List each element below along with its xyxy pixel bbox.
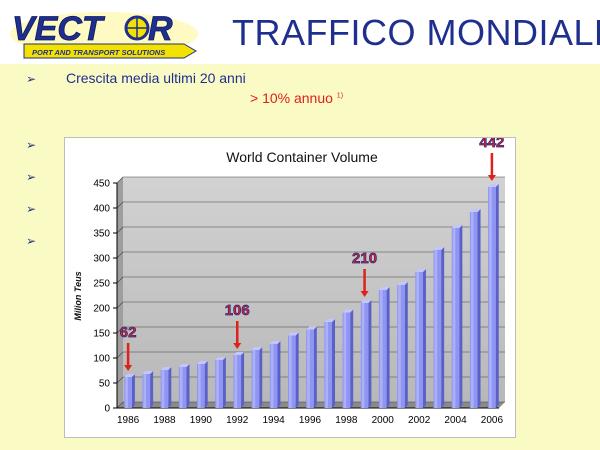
bullet-arrow-icon: ➢ xyxy=(26,170,37,184)
world-container-volume-chart: 0 50 100 150 200 250 300 350 400 450 1986 1988 1990 1… xyxy=(73,134,505,426)
bullet-text: Crescita media ultimi 20 anni xyxy=(66,70,246,86)
chart-frame: 0 50 100 150 200 250 300 350 400 450 1986 1988 1990 1… xyxy=(64,134,516,438)
annotation-1986: 62 xyxy=(119,324,137,371)
y-gridline xyxy=(116,376,124,384)
slide-title: TRAFFICO MONDIALE xyxy=(232,12,600,53)
bullet-arrow-icon: ➢ xyxy=(26,72,37,86)
x-tick-label: 2000 xyxy=(372,415,395,426)
bar-2002 xyxy=(415,269,426,408)
bar-1999 xyxy=(360,300,372,408)
annotation-label: 62 xyxy=(120,324,137,341)
growth-text: > 10% annuo 1) xyxy=(250,90,343,106)
bar-2005 xyxy=(469,209,481,408)
chart-back-wall xyxy=(123,177,505,402)
y-tick-label: 400 xyxy=(93,204,110,215)
y-tick-label: 200 xyxy=(93,304,110,315)
annotation-1992: 106 xyxy=(224,302,250,349)
annotation-label: 442 xyxy=(479,138,504,151)
annotation-arrowhead xyxy=(487,175,496,181)
bullet-arrow-icon: ➢ xyxy=(26,202,37,216)
bar-1994 xyxy=(269,341,281,408)
bar-1995 xyxy=(287,332,299,408)
bar-1989 xyxy=(178,364,190,408)
chart-side-wall xyxy=(117,177,123,408)
bar-1996 xyxy=(306,326,317,408)
bar-1992 xyxy=(233,352,245,408)
bar-1986 xyxy=(124,374,135,408)
footnote-mark: 1) xyxy=(336,92,344,100)
y-tick-label: 300 xyxy=(93,254,110,265)
x-tick-label: 1994 xyxy=(262,415,285,426)
annotation-label: 210 xyxy=(352,250,377,267)
bar-1997 xyxy=(324,319,336,408)
chart-title: World Container Volume xyxy=(226,149,378,165)
annotation-arrowhead xyxy=(360,291,369,297)
y-gridline xyxy=(116,326,124,334)
x-tick-label: 1992 xyxy=(226,415,249,426)
x-tick-label: 1998 xyxy=(335,415,358,426)
y-gridline xyxy=(116,401,124,409)
y-axis-label: Milion Teus xyxy=(73,271,83,320)
annotation-1999: 210 xyxy=(352,250,377,297)
x-tick-label: 1990 xyxy=(190,415,213,426)
y-gridline xyxy=(116,176,124,184)
x-tick-label: 1988 xyxy=(153,415,176,426)
annotation-2006: 442 xyxy=(479,134,505,181)
bar-1998 xyxy=(342,309,354,408)
bar-2006 xyxy=(488,184,499,408)
y-tick-label: 50 xyxy=(99,379,111,390)
x-tick-label: 1986 xyxy=(117,415,140,426)
bullet-arrow-icon: ➢ xyxy=(26,234,37,248)
bar-2000 xyxy=(378,287,390,408)
bar-2003 xyxy=(433,247,445,408)
bar-1993 xyxy=(251,347,263,408)
y-tick-label: 150 xyxy=(93,329,110,340)
y-tick-label: 250 xyxy=(93,279,110,290)
annotation-arrowhead xyxy=(233,343,242,349)
vector-logo: VECT R PORT AND TRANSPORT SOLUTIONS xyxy=(10,10,198,59)
y-gridline xyxy=(116,351,124,359)
y-tick-label: 350 xyxy=(93,229,110,240)
y-tick-label: 100 xyxy=(93,354,110,365)
bar-2004 xyxy=(451,225,463,408)
bar-1987 xyxy=(142,371,154,408)
svg-text:VECT: VECT xyxy=(12,10,106,48)
y-gridline xyxy=(116,251,124,259)
bar-1990 xyxy=(197,361,208,408)
x-tick-label: 2004 xyxy=(444,415,467,426)
y-gridline xyxy=(116,301,124,309)
annotation-arrowhead xyxy=(124,365,133,371)
annotation-label: 106 xyxy=(225,302,250,319)
logo-tagline: PORT AND TRANSPORT SOLUTIONS xyxy=(32,48,165,57)
bar-2001 xyxy=(397,282,408,408)
y-gridline xyxy=(116,276,124,284)
bullet-arrow-icon: ➢ xyxy=(26,138,37,152)
x-tick-label: 2002 xyxy=(408,415,431,426)
y-gridline xyxy=(116,201,124,209)
x-tick-label: 2006 xyxy=(481,415,504,426)
bar-1991 xyxy=(215,357,226,408)
x-tick-label: 1996 xyxy=(299,415,322,426)
bar-1988 xyxy=(160,367,172,408)
y-tick-label: 0 xyxy=(104,404,110,415)
y-tick-label: 450 xyxy=(93,179,110,190)
svg-text:R: R xyxy=(148,10,173,48)
y-gridline xyxy=(116,226,124,234)
growth-value: > 10% annuo xyxy=(250,90,333,106)
